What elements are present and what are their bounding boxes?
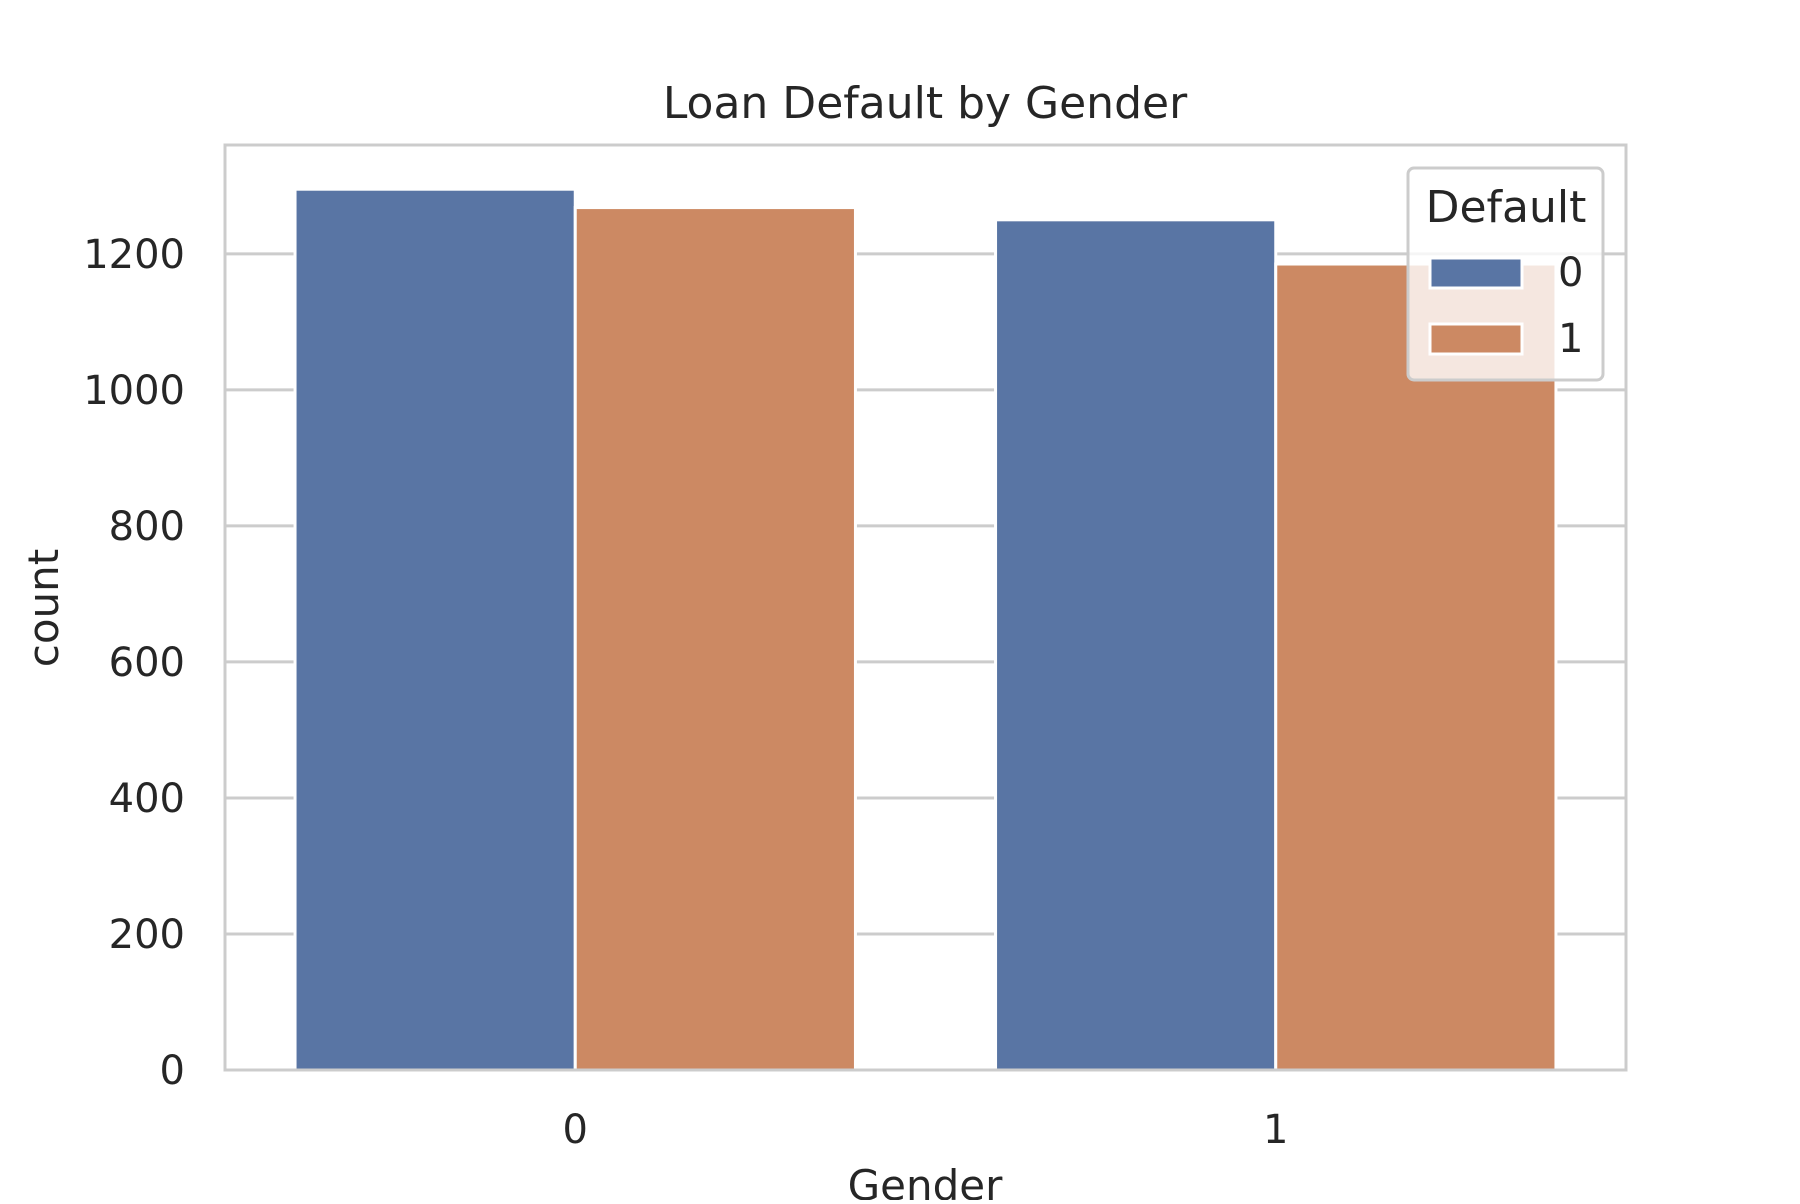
y-tick-label: 1000 — [83, 368, 185, 414]
x-tick-label: 1 — [1263, 1107, 1288, 1153]
plot-frame — [223, 143, 1628, 1072]
legend-label-0: 0 — [1558, 250, 1583, 296]
legend-entries: 01 — [1428, 250, 1583, 362]
legend-swatch-0 — [1428, 256, 1524, 290]
y-tick-label: 600 — [109, 640, 185, 686]
x-axis-label: Gender — [848, 1161, 1004, 1200]
legend-label-1: 1 — [1558, 316, 1583, 362]
bar-gender-1-default-1 — [1274, 262, 1558, 1072]
bar-gender-0-default-1 — [573, 206, 857, 1072]
y-tick-labels: 0 200 400 600 800 1000 1200 — [83, 232, 185, 1094]
bars — [293, 187, 1558, 1072]
y-tick-label: 800 — [109, 504, 185, 550]
x-tick-label: 0 — [563, 1107, 588, 1153]
legend-title: Default — [1426, 182, 1587, 233]
y-tick-label: 1200 — [83, 232, 185, 278]
bar-gender-1-default-0 — [994, 218, 1278, 1072]
chart-title: Loan Default by Gender — [663, 78, 1188, 129]
bar-gender-0-default-0 — [293, 187, 577, 1072]
y-tick-label: 400 — [109, 776, 185, 822]
y-tick-label: 0 — [160, 1048, 185, 1094]
y-axis-label: count — [19, 549, 68, 668]
y-tick-label: 200 — [109, 912, 185, 958]
legend-swatch-1 — [1428, 322, 1524, 356]
legend: Default 01 — [1406, 166, 1605, 382]
